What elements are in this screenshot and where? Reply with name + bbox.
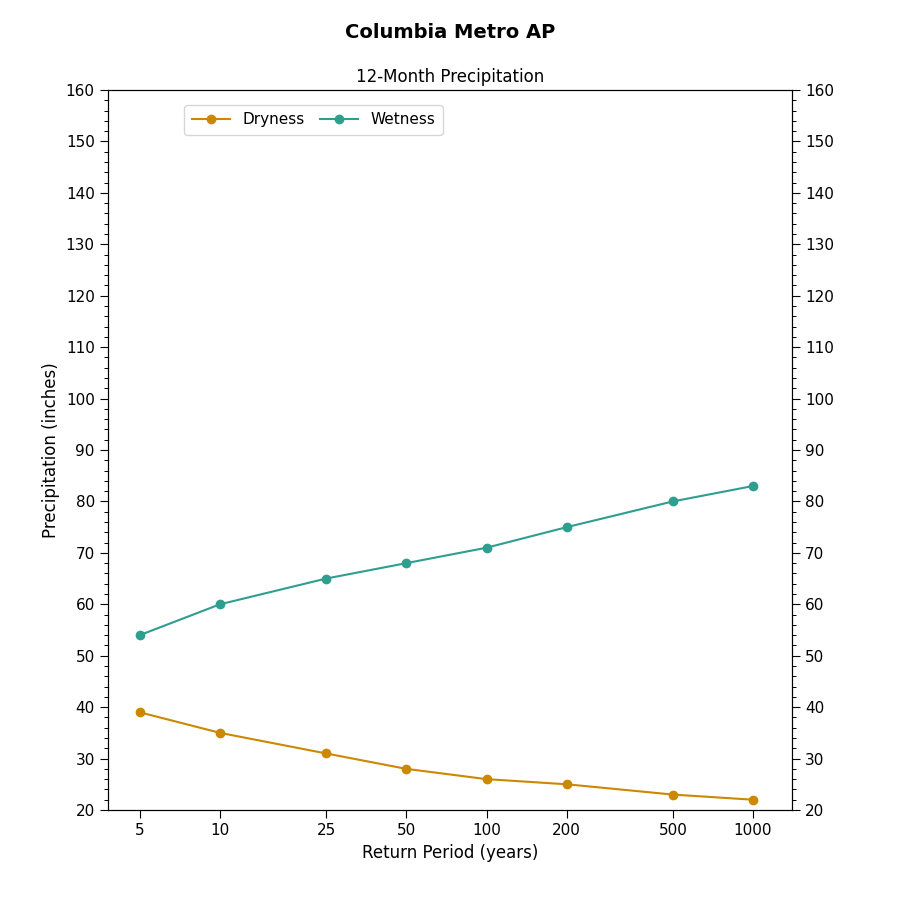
Dryness <box>482 774 492 785</box>
Wetness <box>400 558 411 569</box>
Wetness <box>562 522 572 533</box>
Wetness <box>668 496 679 507</box>
Wetness <box>214 598 225 609</box>
Y-axis label: Precipitation (inches): Precipitation (inches) <box>42 362 60 538</box>
Dryness <box>668 789 679 800</box>
Dryness <box>134 706 145 717</box>
Wetness <box>134 630 145 641</box>
Line: Wetness: Wetness <box>136 482 757 639</box>
X-axis label: Return Period (years): Return Period (years) <box>362 844 538 862</box>
Dryness <box>748 795 759 806</box>
Wetness <box>320 573 331 584</box>
Legend: Dryness, Wetness: Dryness, Wetness <box>184 104 443 135</box>
Dryness <box>562 778 572 789</box>
Dryness <box>400 763 411 774</box>
Dryness <box>320 748 331 759</box>
Title: 12-Month Precipitation: 12-Month Precipitation <box>356 68 544 86</box>
Wetness <box>482 543 492 553</box>
Line: Dryness: Dryness <box>136 708 757 804</box>
Wetness <box>748 481 759 491</box>
Dryness <box>214 727 225 738</box>
Text: Columbia Metro AP: Columbia Metro AP <box>345 22 555 41</box>
